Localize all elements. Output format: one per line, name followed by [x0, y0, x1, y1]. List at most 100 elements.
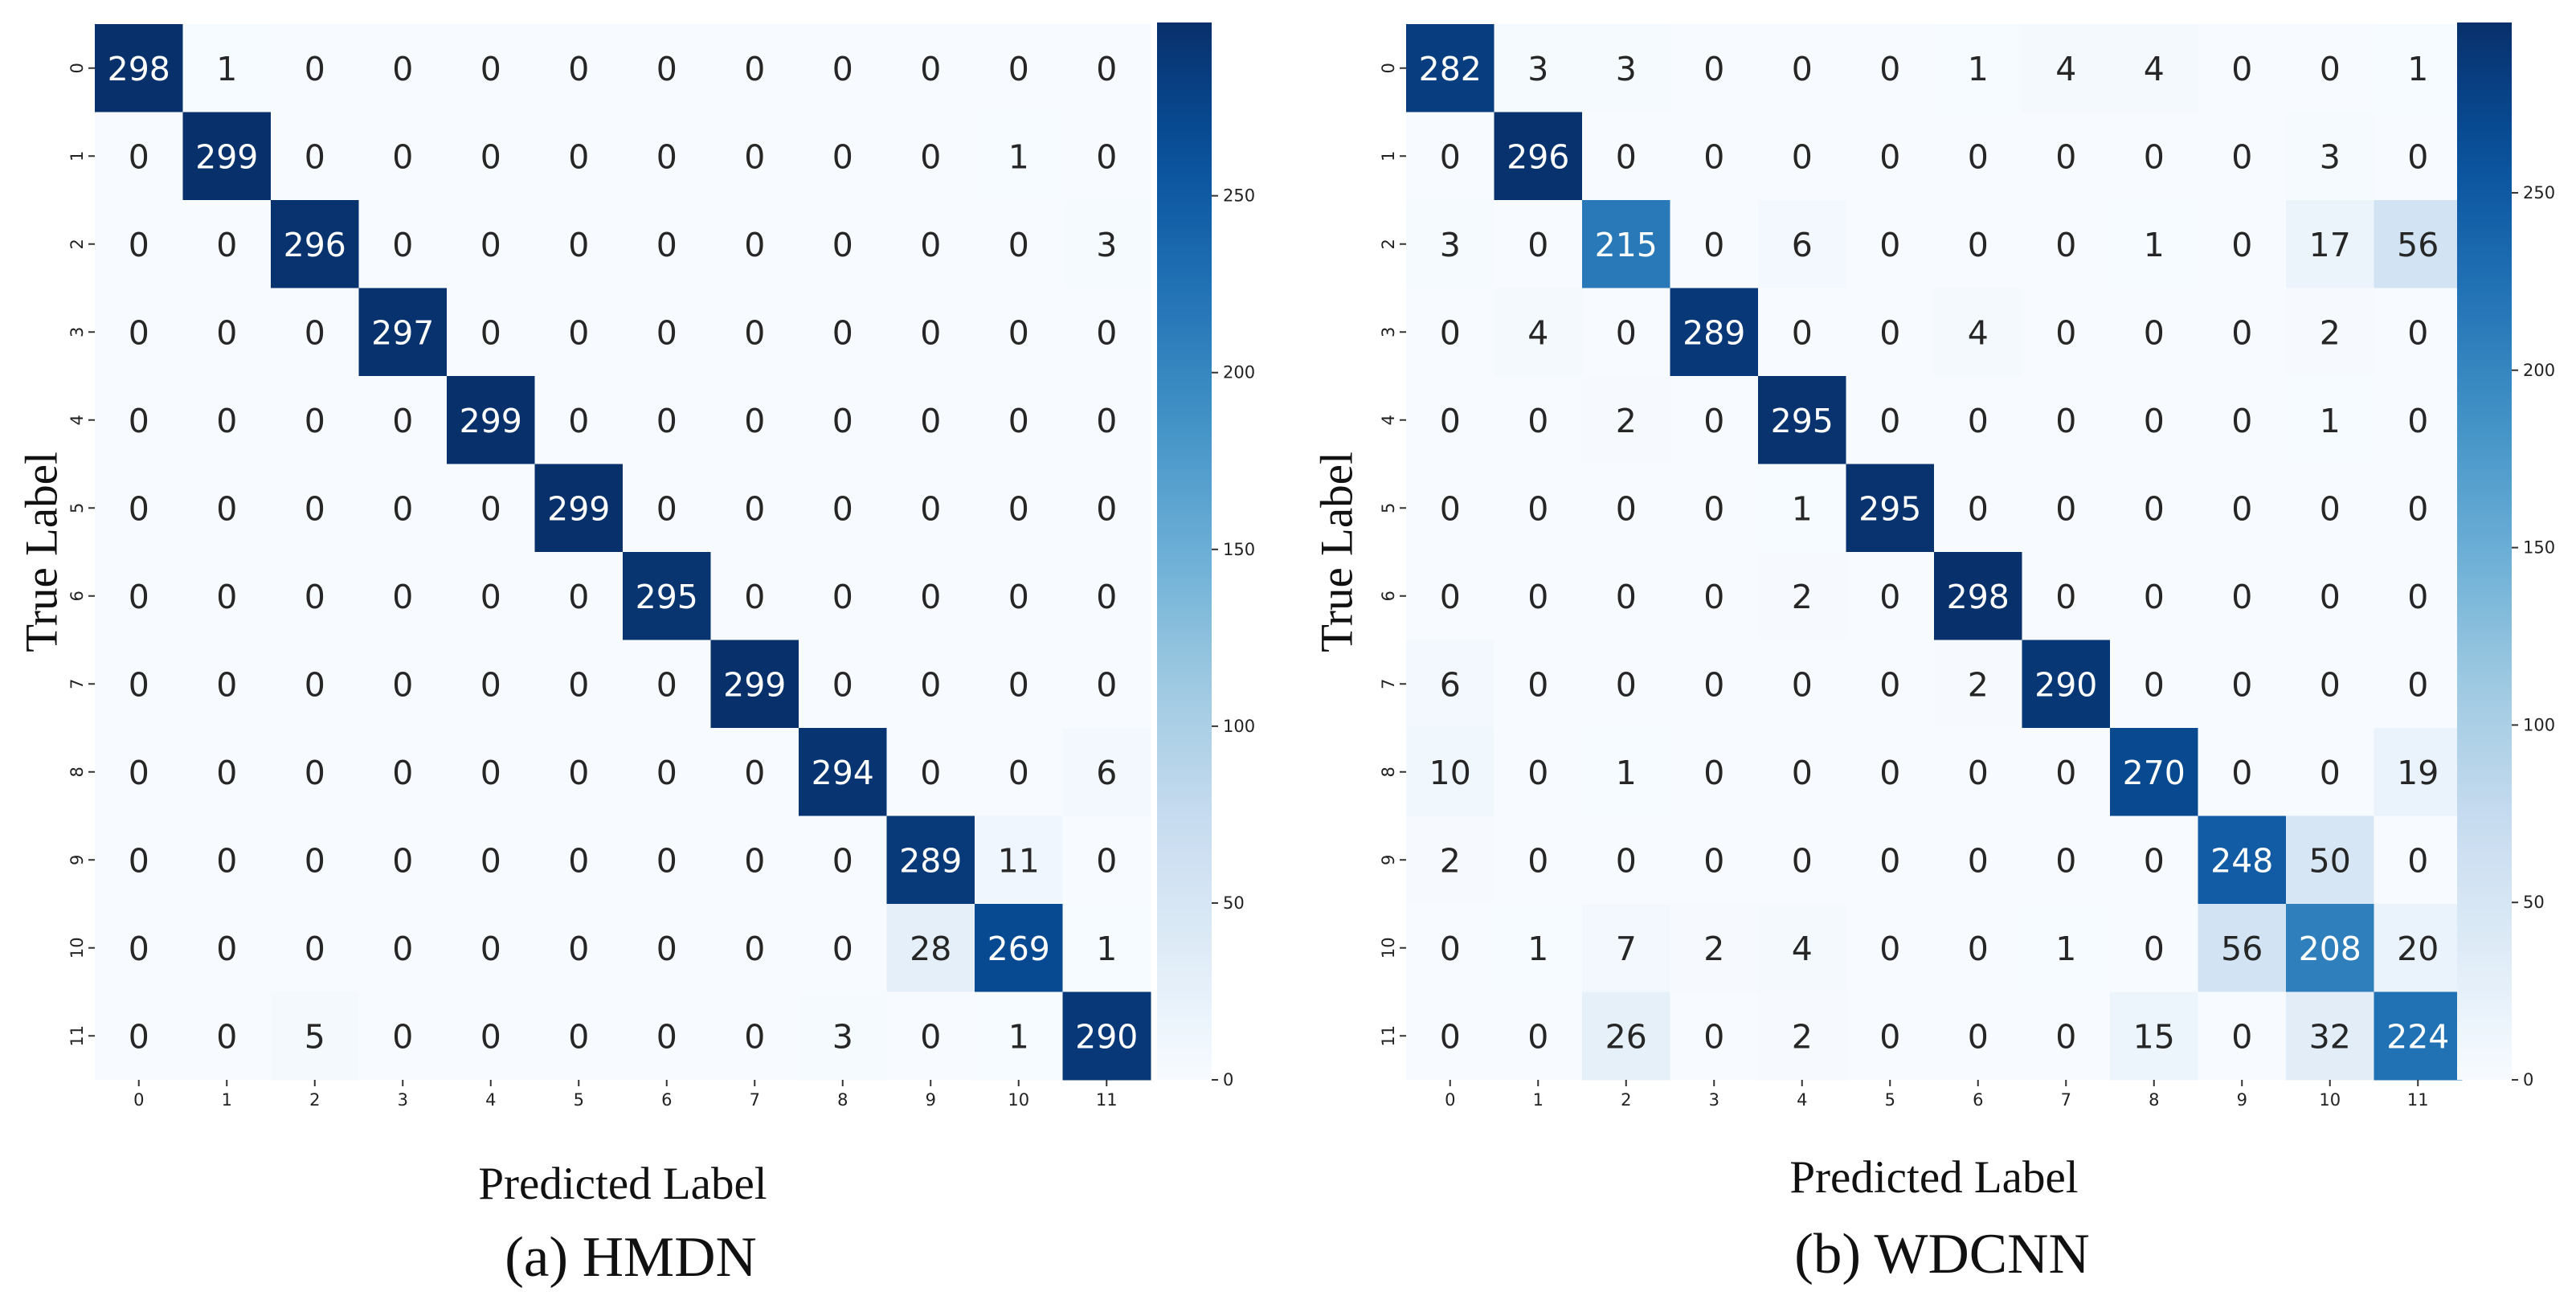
heatmap-cell — [2374, 728, 2463, 816]
cell-value-label: 0 — [1703, 841, 1724, 880]
heatmap-cell — [2286, 816, 2374, 905]
cell-value-label: 19 — [2397, 754, 2439, 792]
cell-value-label: 0 — [832, 402, 853, 440]
cell-value-label: 0 — [568, 841, 589, 880]
cell-value-label: 0 — [392, 930, 413, 968]
cell-value-label: 0 — [744, 1017, 765, 1056]
heatmap-cell — [710, 816, 799, 905]
cell-value-label: 0 — [480, 841, 501, 880]
heatmap-cell — [799, 728, 887, 816]
cell-value-label: 0 — [129, 578, 149, 616]
heatmap-cell — [95, 904, 183, 992]
heatmap-cell — [1934, 24, 2022, 112]
cell-value-label: 0 — [2231, 1017, 2252, 1056]
heatmap-cell — [2374, 24, 2463, 112]
cell-value-label: 0 — [392, 137, 413, 176]
heatmap-cell — [975, 640, 1063, 729]
heatmap-cell — [710, 464, 799, 553]
heatmap-cell — [2374, 552, 2463, 640]
x-tick-label: 6 — [661, 1090, 672, 1110]
cell-value-label: 0 — [1968, 754, 1989, 792]
colorbar-tick-label: 100 — [1223, 717, 1255, 736]
y-tick-label: 4 — [1379, 415, 1398, 425]
x-tick-label: 10 — [2319, 1090, 2341, 1110]
heatmap-cell — [886, 112, 975, 201]
cell-value-label: 1 — [2144, 226, 2165, 264]
heatmap-cell — [1846, 640, 1935, 729]
cell-value-label: 0 — [2144, 402, 2165, 440]
y-tick-label: 8 — [67, 766, 87, 777]
heatmap-cell — [623, 288, 711, 377]
heatmap-cell — [182, 816, 272, 905]
cell-value-label: 0 — [1879, 313, 1900, 352]
heatmap-cell — [95, 816, 183, 905]
cell-value-label: 28 — [910, 930, 951, 968]
cell-value-label: 56 — [2397, 226, 2439, 264]
cell-value-label: 2 — [1792, 578, 1813, 616]
heatmap-cell — [1846, 112, 1935, 201]
cell-value-label: 0 — [1096, 313, 1117, 352]
heatmap-cell — [1670, 112, 1759, 201]
cell-value-label: 0 — [920, 1017, 941, 1056]
cell-value-label: 1 — [1008, 137, 1029, 176]
colorbar-tick-label: 50 — [2523, 893, 2545, 912]
heatmap-cell — [1582, 24, 1670, 112]
colorbar-tick-label: 150 — [2523, 538, 2555, 558]
cell-value-label: 0 — [744, 841, 765, 880]
cell-value-label: 0 — [1096, 489, 1117, 528]
heatmap-cell — [1062, 640, 1151, 729]
cell-value-label: 0 — [480, 137, 501, 176]
heatmap-cell — [623, 200, 711, 288]
heatmap-panel-a: 298 1 0 0 0 0 0 0 0 0 0 00 299 0 0 0 0 0 0 0 0 1 00 0 296 0 0 0 0 0 0 0… — [17, 22, 1255, 1289]
heatmap-cell — [1494, 991, 1583, 1081]
heatmap-cell — [2286, 376, 2374, 464]
cell-value-label: 0 — [744, 137, 765, 176]
heatmap-cell — [534, 288, 624, 377]
heatmap-cell — [623, 816, 711, 905]
cell-value-label: 0 — [2055, 1017, 2076, 1056]
cell-value-label: 224 — [2386, 1017, 2449, 1056]
x-tick-label: 1 — [222, 1090, 232, 1110]
cell-value-label: 0 — [1792, 137, 1813, 176]
cell-value-label: 0 — [832, 841, 853, 880]
heatmap-cell — [1846, 991, 1935, 1081]
heatmap-cell — [799, 376, 887, 464]
y-tick-label: 9 — [67, 855, 87, 865]
cell-value-label: 0 — [305, 489, 325, 528]
heatmap-cell — [886, 200, 975, 288]
heatmap-cell — [2110, 816, 2198, 905]
heatmap-cell — [271, 376, 359, 464]
heatmap-cell — [1406, 728, 1494, 816]
cell-value-label: 6 — [1792, 226, 1813, 264]
heatmap-cell — [1582, 200, 1670, 288]
heatmap-cell — [534, 24, 624, 112]
panel-caption: (b) WDCNN — [1794, 1223, 2089, 1286]
heatmap-cell — [271, 288, 359, 377]
heatmap-cell — [2198, 288, 2287, 377]
cell-value-label: 1 — [2320, 402, 2341, 440]
cell-value-label: 295 — [1858, 489, 1921, 528]
cell-value-label: 0 — [392, 489, 413, 528]
cell-value-label: 0 — [305, 754, 325, 792]
cell-value-label: 0 — [568, 313, 589, 352]
x-tick-label: 9 — [2237, 1090, 2247, 1110]
heatmap-cell — [2374, 464, 2463, 553]
heatmap-cell — [710, 728, 799, 816]
heatmap-cell — [1062, 728, 1151, 816]
heatmap-cell — [1934, 376, 2022, 464]
heatmap-cell — [2286, 991, 2374, 1081]
x-tick-label: 9 — [926, 1090, 936, 1110]
heatmap-cell — [623, 991, 711, 1081]
cell-value-label: 4 — [1792, 930, 1813, 968]
cell-value-label: 0 — [1616, 578, 1637, 616]
y-tick-label: 10 — [67, 937, 87, 959]
cell-value-label: 0 — [832, 137, 853, 176]
cell-value-label: 32 — [2309, 1017, 2351, 1056]
cell-value-label: 0 — [392, 754, 413, 792]
cell-value-label: 0 — [1968, 137, 1989, 176]
heatmap-cell — [447, 288, 535, 377]
cell-value-label: 0 — [2055, 578, 2076, 616]
heatmap-cell — [1758, 728, 1846, 816]
cell-value-label: 0 — [305, 402, 325, 440]
y-tick-label: 7 — [1379, 679, 1398, 689]
